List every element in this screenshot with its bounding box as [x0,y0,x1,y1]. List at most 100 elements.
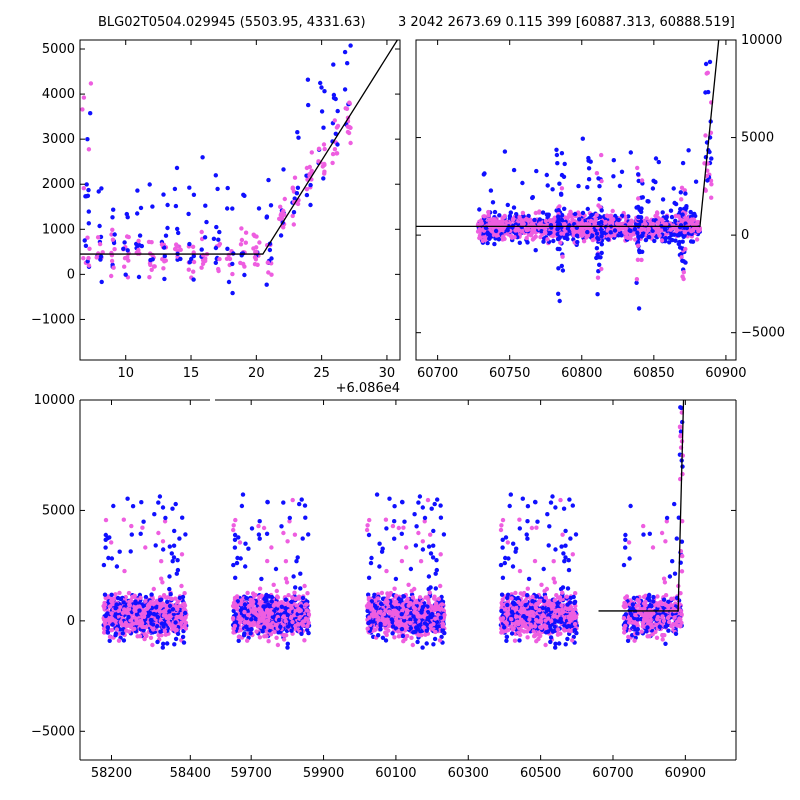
data-point [257,536,262,541]
data-point [172,642,177,647]
data-point [492,241,497,247]
data-point [107,535,112,540]
data-point [110,215,115,220]
data-point [139,500,144,505]
data-point [242,606,248,611]
data-point [225,185,230,191]
data-point [703,61,709,67]
x-tick-label: 60700 [417,366,458,381]
data-point [151,627,156,632]
data-point [548,230,553,235]
data-point [433,603,438,609]
data-point [679,255,684,260]
data-point [669,232,674,238]
data-point [151,611,157,617]
data-point [378,601,384,606]
data-point [291,210,297,215]
data-point [646,234,652,240]
data-point [636,306,642,311]
data-point [332,118,337,123]
title-right: 3 2042 2673.69 0.115 399 [60887.313, 608… [398,15,735,30]
data-point [404,545,409,550]
data-point [442,612,447,618]
data-point [619,233,624,238]
data-point [416,633,421,638]
data-point [387,609,392,614]
data-point [165,599,170,604]
data-point [632,226,638,232]
data-point [145,606,150,611]
data-point [136,238,141,244]
data-point [401,639,406,644]
data-point [562,235,567,240]
data-point [120,622,125,628]
data-point [275,603,281,608]
data-point [533,210,538,216]
data-point [644,216,649,221]
data-point [257,586,263,591]
data-point [525,240,530,245]
data-point [433,571,438,576]
data-point [399,558,405,564]
data-point [254,245,259,250]
data-point [128,549,133,554]
data-point [294,559,299,564]
data-point [678,206,683,212]
data-point [494,233,499,238]
data-point [256,620,261,625]
data-point [162,276,167,282]
data-point [182,601,187,606]
data-point [432,501,437,507]
data-point [163,632,168,637]
data-point [420,604,426,610]
data-point [529,231,534,236]
data-point [109,232,114,237]
data-point [134,612,140,617]
data-point [575,239,580,245]
data-point [599,208,604,213]
data-point [585,229,590,235]
data-point [580,136,585,141]
data-point [107,604,113,609]
data-point [680,239,685,244]
data-point [143,598,148,604]
data-point [266,270,271,275]
data-point [400,608,405,613]
data-point [558,240,563,245]
data-point [128,618,133,623]
data-point [635,243,641,248]
data-point [304,602,309,607]
data-point [429,611,435,617]
data-point [493,218,498,223]
data-point [435,612,441,618]
data-point [264,214,270,219]
data-point [225,246,230,251]
data-point [430,555,436,560]
data-point [696,220,701,225]
data-point [544,172,549,178]
data-point [114,602,119,607]
data-point [163,258,168,263]
data-point [161,641,166,646]
data-point [671,186,676,191]
data-point [396,634,402,639]
data-point [372,627,378,633]
data-point [424,641,429,646]
data-point [604,213,610,218]
data-point [165,202,170,208]
data-point [214,224,219,230]
data-point [199,265,204,270]
data-point [390,604,395,609]
data-point [683,191,688,196]
data-point [269,272,274,277]
data-point [537,222,542,227]
data-point [301,623,306,628]
data-point [295,555,300,560]
data-point [278,624,283,629]
data-point [656,159,661,165]
data-point [639,257,644,263]
data-point [708,178,714,183]
data-point [426,600,431,605]
data-point [105,630,111,635]
data-point [116,638,122,643]
